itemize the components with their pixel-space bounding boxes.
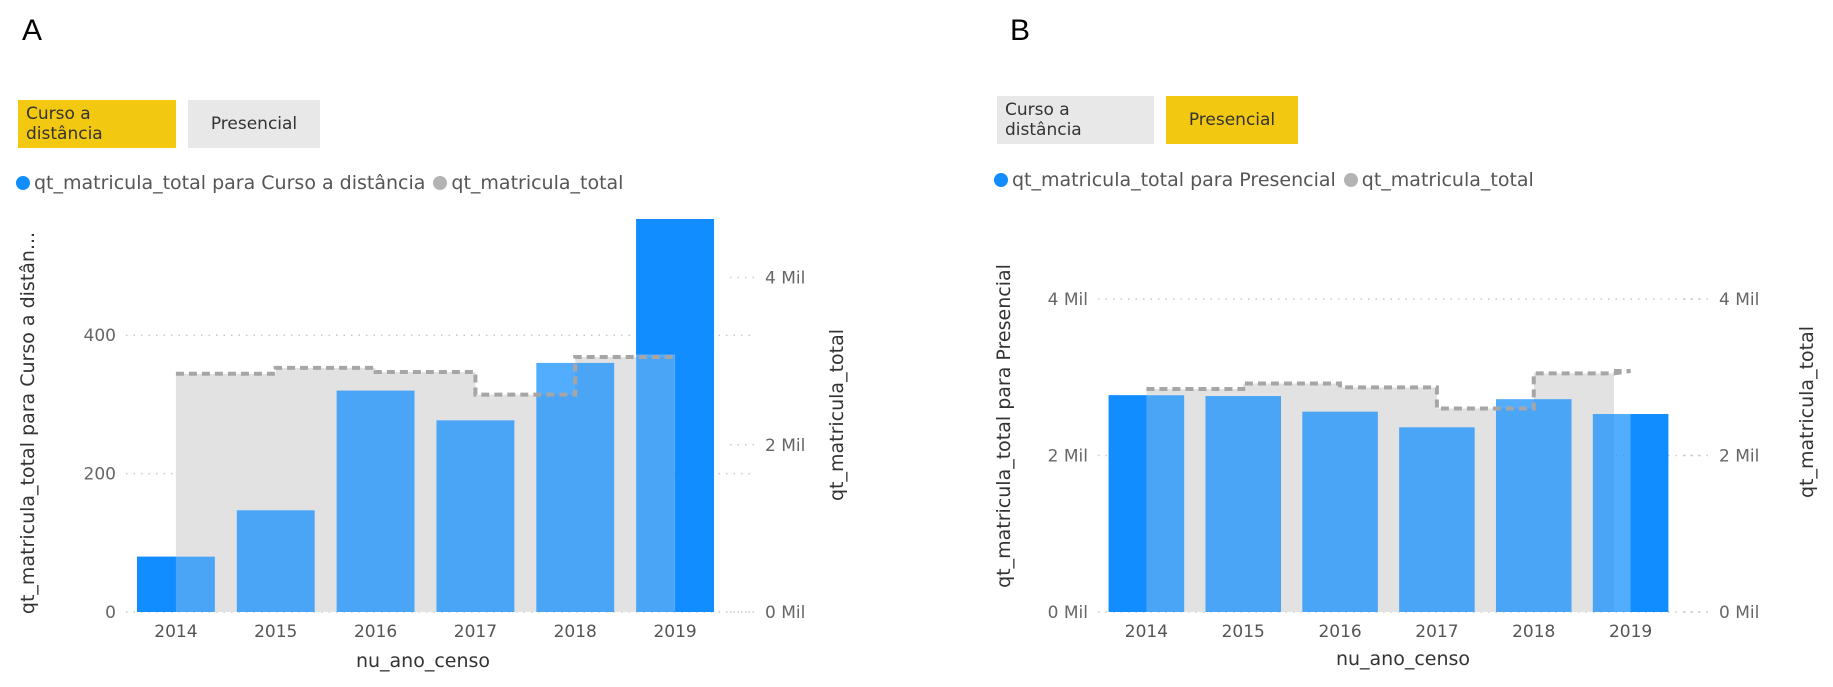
x-tick-label: 2019 [1609,622,1652,642]
modality-slicer: Curso a distância Presencial [997,96,1298,144]
y-tick-label: 400 [84,326,116,346]
y2-axis-title: qt_matricula_total [826,329,848,501]
total-line [1146,368,1631,411]
bar-edge [1630,414,1669,612]
x-tick-label: 2015 [254,622,297,642]
legend: qt_matricula_total para Presencial qt_ma… [994,169,1542,191]
y-tick-label: 0 Mil [1048,603,1088,623]
legend-dot-icon [1343,173,1358,187]
x-tick-label: 2015 [1222,622,1265,642]
legend-dot-icon [994,173,1008,187]
panel-letter: A [22,14,43,47]
combo-chart: qt_matricula_total para Curso a distân..… [17,219,848,672]
y-tick-label: 4 Mil [1048,290,1088,310]
legend-label: qt_matricula_total para Curso a distânci… [34,172,426,194]
combo-chart: qt_matricula_total para Presencial qt_ma… [993,264,1818,670]
x-tick-label: 2016 [1318,622,1361,642]
bar-edge [136,556,176,612]
x-axis-title: nu_ano_censo [1336,648,1470,670]
panel-letter: B [1010,14,1031,47]
y-tick-label: 200 [84,465,116,485]
legend-dot-icon [433,176,448,190]
panel-b: B Curso a distância Presencial qt_matric… [990,0,1833,687]
x-tick-label: 2017 [1415,622,1458,642]
y2-tick-label: 4 Mil [765,269,805,289]
y-axis-title: qt_matricula_total para Curso a distân..… [17,232,39,614]
bar [1302,411,1378,612]
y-tick-label: 2 Mil [1048,447,1088,467]
legend-item[interactable]: qt_matricula_total para Presencial [994,169,1336,191]
bar [536,362,615,612]
slicer-button-presencial[interactable]: Presencial [188,100,320,148]
bar [436,420,515,612]
legend-item[interactable]: qt_matricula_total [433,172,623,194]
x-tick-label: 2018 [1512,622,1555,642]
y-tick-label: 0 [105,603,116,623]
bar [336,390,415,612]
legend-item[interactable]: qt_matricula_total [1343,169,1534,191]
y2-tick-label: 2 Mil [765,436,805,456]
bar-top [636,219,715,355]
legend: qt_matricula_total para Curso a distânci… [16,172,631,194]
bar [1495,399,1572,612]
x-tick-label: 2019 [653,622,696,642]
x-axis-title: nu_ano_censo [356,650,490,672]
x-tick-label: 2014 [1125,622,1168,642]
x-tick-label: 2016 [354,622,397,642]
bar [236,510,315,612]
slicer-button-distancia[interactable]: Curso a distância [997,96,1154,144]
y2-tick-label: 4 Mil [1719,290,1759,310]
x-tick-label: 2017 [454,622,497,642]
total-line [175,352,679,397]
slicer-button-distancia[interactable]: Curso a distância [18,100,176,148]
x-tick-label: 2018 [554,622,597,642]
modality-slicer: Curso a distância Presencial [18,100,320,148]
slicer-button-presencial[interactable]: Presencial [1166,96,1298,144]
y2-axis-title: qt_matricula_total [1796,326,1818,498]
legend-dot-icon [16,176,30,190]
y2-tick-label: 0 Mil [765,603,805,623]
panel-a: A Curso a distância Presencial qt_matric… [0,0,916,687]
legend-label: qt_matricula_total [1361,169,1534,191]
bar [1205,396,1282,612]
legend-label: qt_matricula_total [451,172,624,194]
legend-item[interactable]: qt_matricula_total para Curso a distânci… [16,172,425,194]
legend-label: qt_matricula_total para Presencial [1012,169,1336,191]
x-tick-label: 2014 [154,622,197,642]
y-axis-title: qt_matricula_total para Presencial [993,264,1015,588]
y2-tick-label: 2 Mil [1719,447,1759,467]
bar-edge [1108,395,1147,612]
bar [1399,427,1475,612]
y2-tick-label: 0 Mil [1719,603,1759,623]
